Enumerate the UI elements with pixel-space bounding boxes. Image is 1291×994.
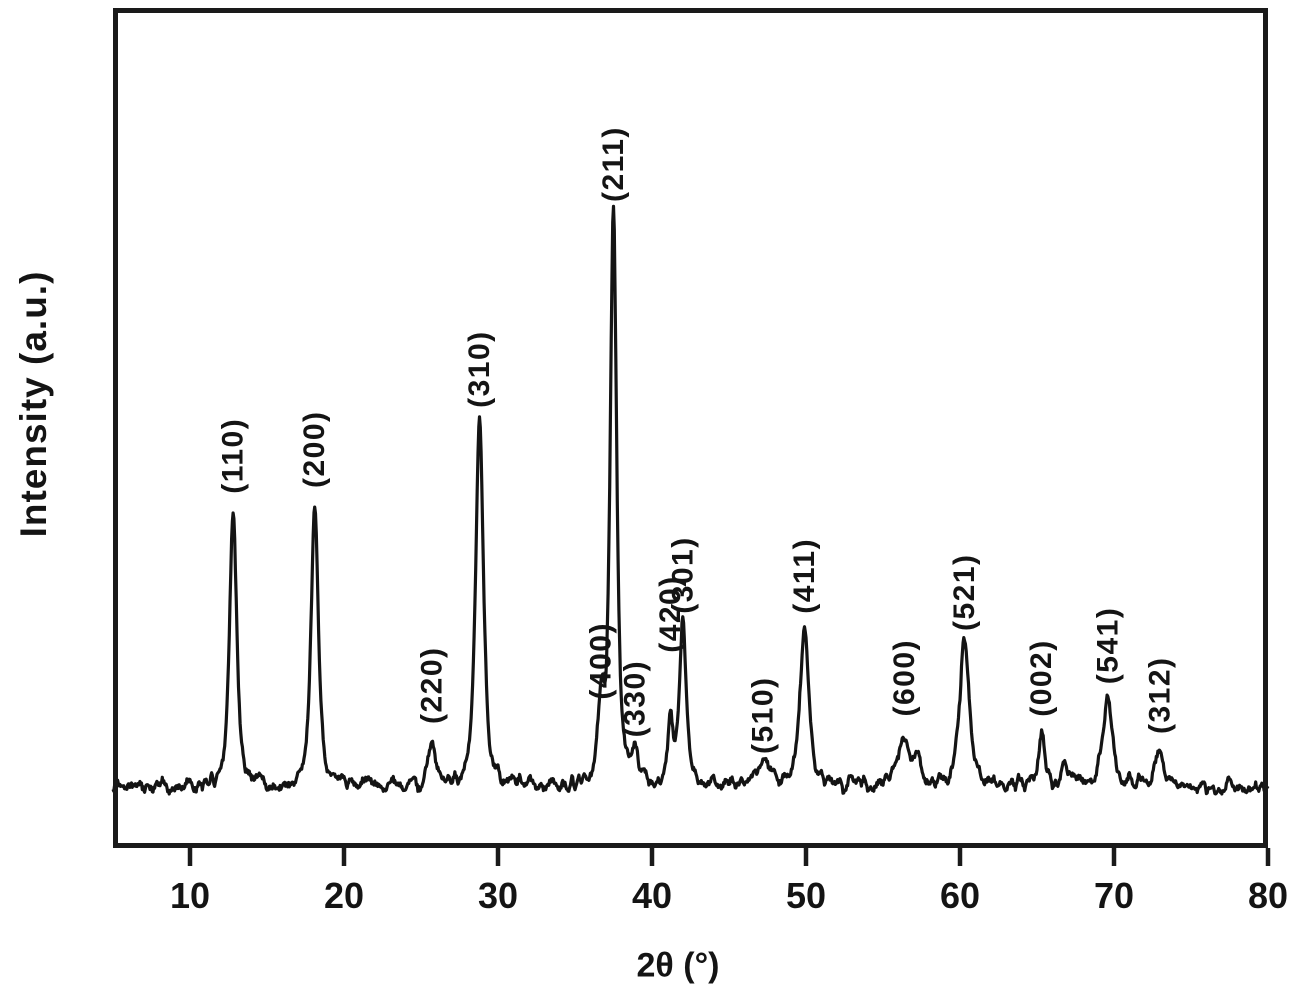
peak-label-312: (312) bbox=[1144, 656, 1177, 734]
x-axis-tick-label: 50 bbox=[786, 875, 826, 916]
peak-label-411: (411) bbox=[788, 538, 821, 614]
peak-label-400: (400) bbox=[585, 622, 618, 700]
peak-label-220: (220) bbox=[415, 646, 448, 724]
peak-label-310: (310) bbox=[463, 330, 496, 408]
x-axis-tick-label: 80 bbox=[1248, 875, 1288, 916]
peak-label-600: (600) bbox=[888, 639, 921, 717]
x-axis-tick-label: 20 bbox=[324, 875, 364, 916]
x-axis-tick-label: 70 bbox=[1094, 875, 1134, 916]
peak-label-301: (301) bbox=[666, 536, 699, 614]
x-axis-tick-label: 10 bbox=[170, 875, 210, 916]
peak-label-200: (200) bbox=[298, 410, 331, 488]
peak-label-110: (110) bbox=[217, 418, 250, 494]
peak-label-002: (002) bbox=[1025, 639, 1058, 717]
x-axis-title: 2θ (°) bbox=[636, 946, 720, 985]
peak-label-420: (420) bbox=[654, 575, 687, 653]
x-axis-tick-label: 40 bbox=[632, 875, 672, 916]
peak-label-510: (510) bbox=[746, 676, 779, 754]
peak-label-330: (330) bbox=[619, 660, 652, 738]
y-axis-title: Intensity (a.u.) bbox=[13, 270, 54, 538]
xrd-trace bbox=[111, 204, 1270, 796]
x-axis-tick-label: 30 bbox=[478, 875, 518, 916]
peak-label-211: (211) bbox=[597, 126, 630, 202]
plot-frame bbox=[113, 8, 1268, 848]
peak-label-541: (541) bbox=[1091, 607, 1124, 685]
x-axis-tick-label: 60 bbox=[940, 875, 980, 916]
peak-label-521: (521) bbox=[948, 553, 981, 631]
